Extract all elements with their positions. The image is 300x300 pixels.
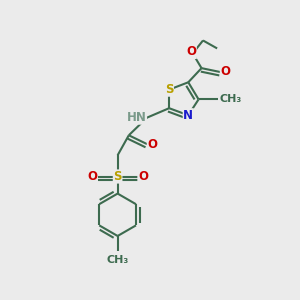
Text: O: O	[87, 170, 97, 183]
Text: O: O	[186, 45, 196, 58]
Text: O: O	[220, 65, 230, 79]
Text: CH₃: CH₃	[219, 94, 242, 104]
Text: O: O	[138, 170, 148, 183]
Text: N: N	[183, 109, 193, 122]
Text: S: S	[165, 83, 173, 96]
Text: CH₃: CH₃	[106, 255, 129, 265]
Text: S: S	[113, 170, 122, 183]
Text: HN: HN	[127, 111, 146, 124]
Text: O: O	[147, 138, 158, 151]
